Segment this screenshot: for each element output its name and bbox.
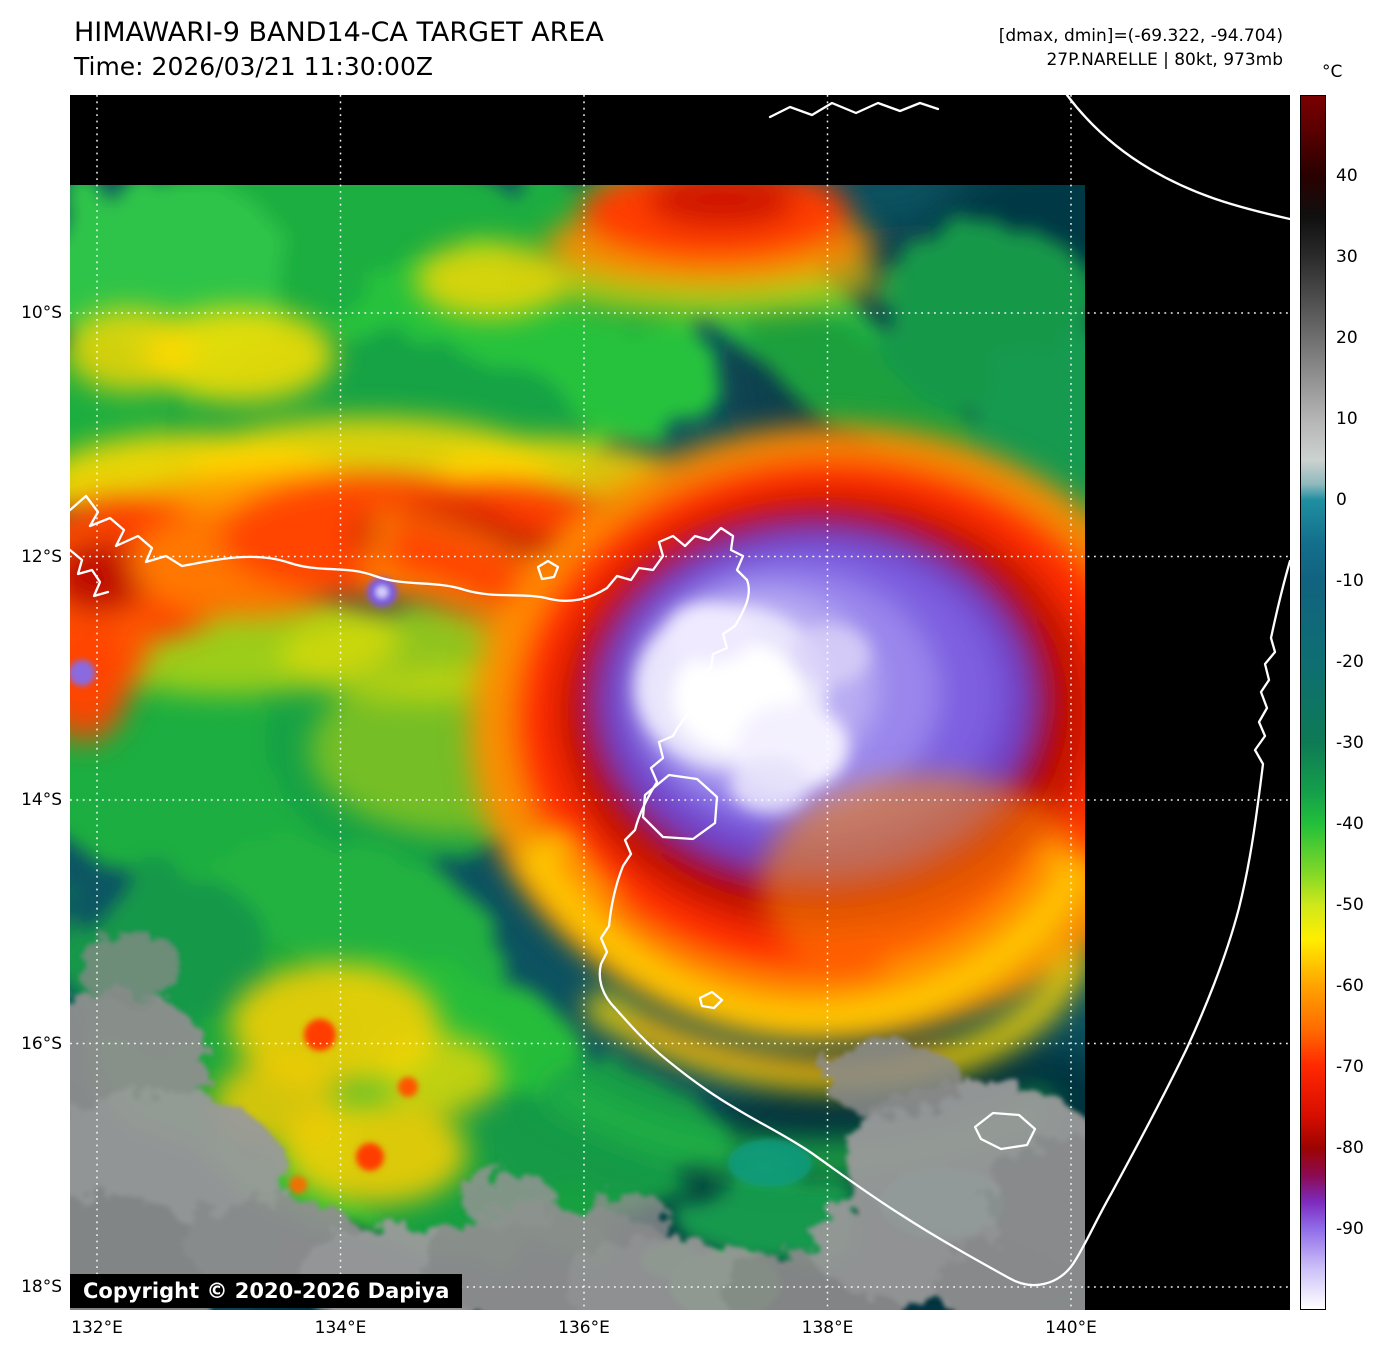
colorbar-tick-label: 0 (1336, 490, 1347, 510)
cold-cloud-top-center (636, 603, 870, 813)
lat-tick-label: 16°S (21, 1033, 62, 1054)
island-groote-eylandt (641, 773, 719, 841)
header-info: [dmax, dmin]=(-69.322, -94.704) 27P.NARE… (999, 24, 1283, 72)
colorbar-tick-label: -40 (1336, 814, 1364, 834)
colorbar-tick-label: 20 (1336, 328, 1358, 348)
coastline-png-top (768, 101, 940, 119)
colorbar-tick-label: -50 (1336, 895, 1364, 915)
colorbar-tick-label: -70 (1336, 1057, 1364, 1077)
colorbar-tick-label: -80 (1336, 1138, 1364, 1158)
page-title: HIMAWARI-9 BAND14-CA TARGET AREA (74, 17, 604, 48)
timestamp: Time: 2026/03/21 11:30:00Z (74, 52, 433, 81)
lon-tick-label: 134°E (314, 1318, 367, 1338)
lat-tick-label: 12°S (21, 546, 62, 567)
lat-tick-label: 10°S (21, 303, 62, 323)
island-small-north (536, 559, 560, 581)
colorbar-tick-label: -90 (1336, 1219, 1364, 1239)
colorbar-tick-label: 40 (1336, 166, 1358, 186)
satellite-map: Copyright © 2020-2026 Dapiya (70, 95, 1290, 1310)
dmax-dmin-readout: [dmax, dmin]=(-69.322, -94.704) (998, 26, 1283, 46)
satellite-image (70, 95, 1290, 1310)
copyright-badge: Copyright © 2020-2026 Dapiya (70, 1274, 463, 1308)
gray-low-clouds (70, 932, 1085, 1310)
storm-info: 27P.NARELLE | 80kt, 973mb (1046, 50, 1283, 70)
colorbar-tick-label: 30 (1336, 247, 1358, 267)
lon-tick-label: 138°E (801, 1318, 854, 1338)
island-pellew (698, 990, 724, 1010)
colorbar-tick-label: -60 (1336, 976, 1364, 996)
colorbar-tick-label: -10 (1336, 571, 1364, 591)
data-swath (70, 185, 1085, 1310)
lat-tick-label: 14°S (21, 790, 62, 810)
island-mornington (973, 1111, 1037, 1151)
lat-tick-label: 18°S (21, 1277, 62, 1297)
coastline-left-inlets (70, 548, 110, 598)
lon-tick-label: 136°E (558, 1318, 610, 1338)
colorbar (1300, 95, 1326, 1310)
coastline-png-east (1065, 95, 1290, 221)
lon-tick-label: 132°E (71, 1318, 123, 1338)
colorbar-unit-label: °C (1322, 62, 1343, 82)
colorbar-tick-label: -20 (1336, 652, 1364, 672)
colorbar-tick-label: -30 (1336, 733, 1364, 753)
coastline-australia (70, 494, 1290, 1287)
lon-tick-label: 140°E (1045, 1318, 1097, 1338)
coastlines (70, 95, 1290, 1287)
colorbar-tick-label: 10 (1336, 409, 1358, 429)
graticule (70, 95, 1290, 1310)
